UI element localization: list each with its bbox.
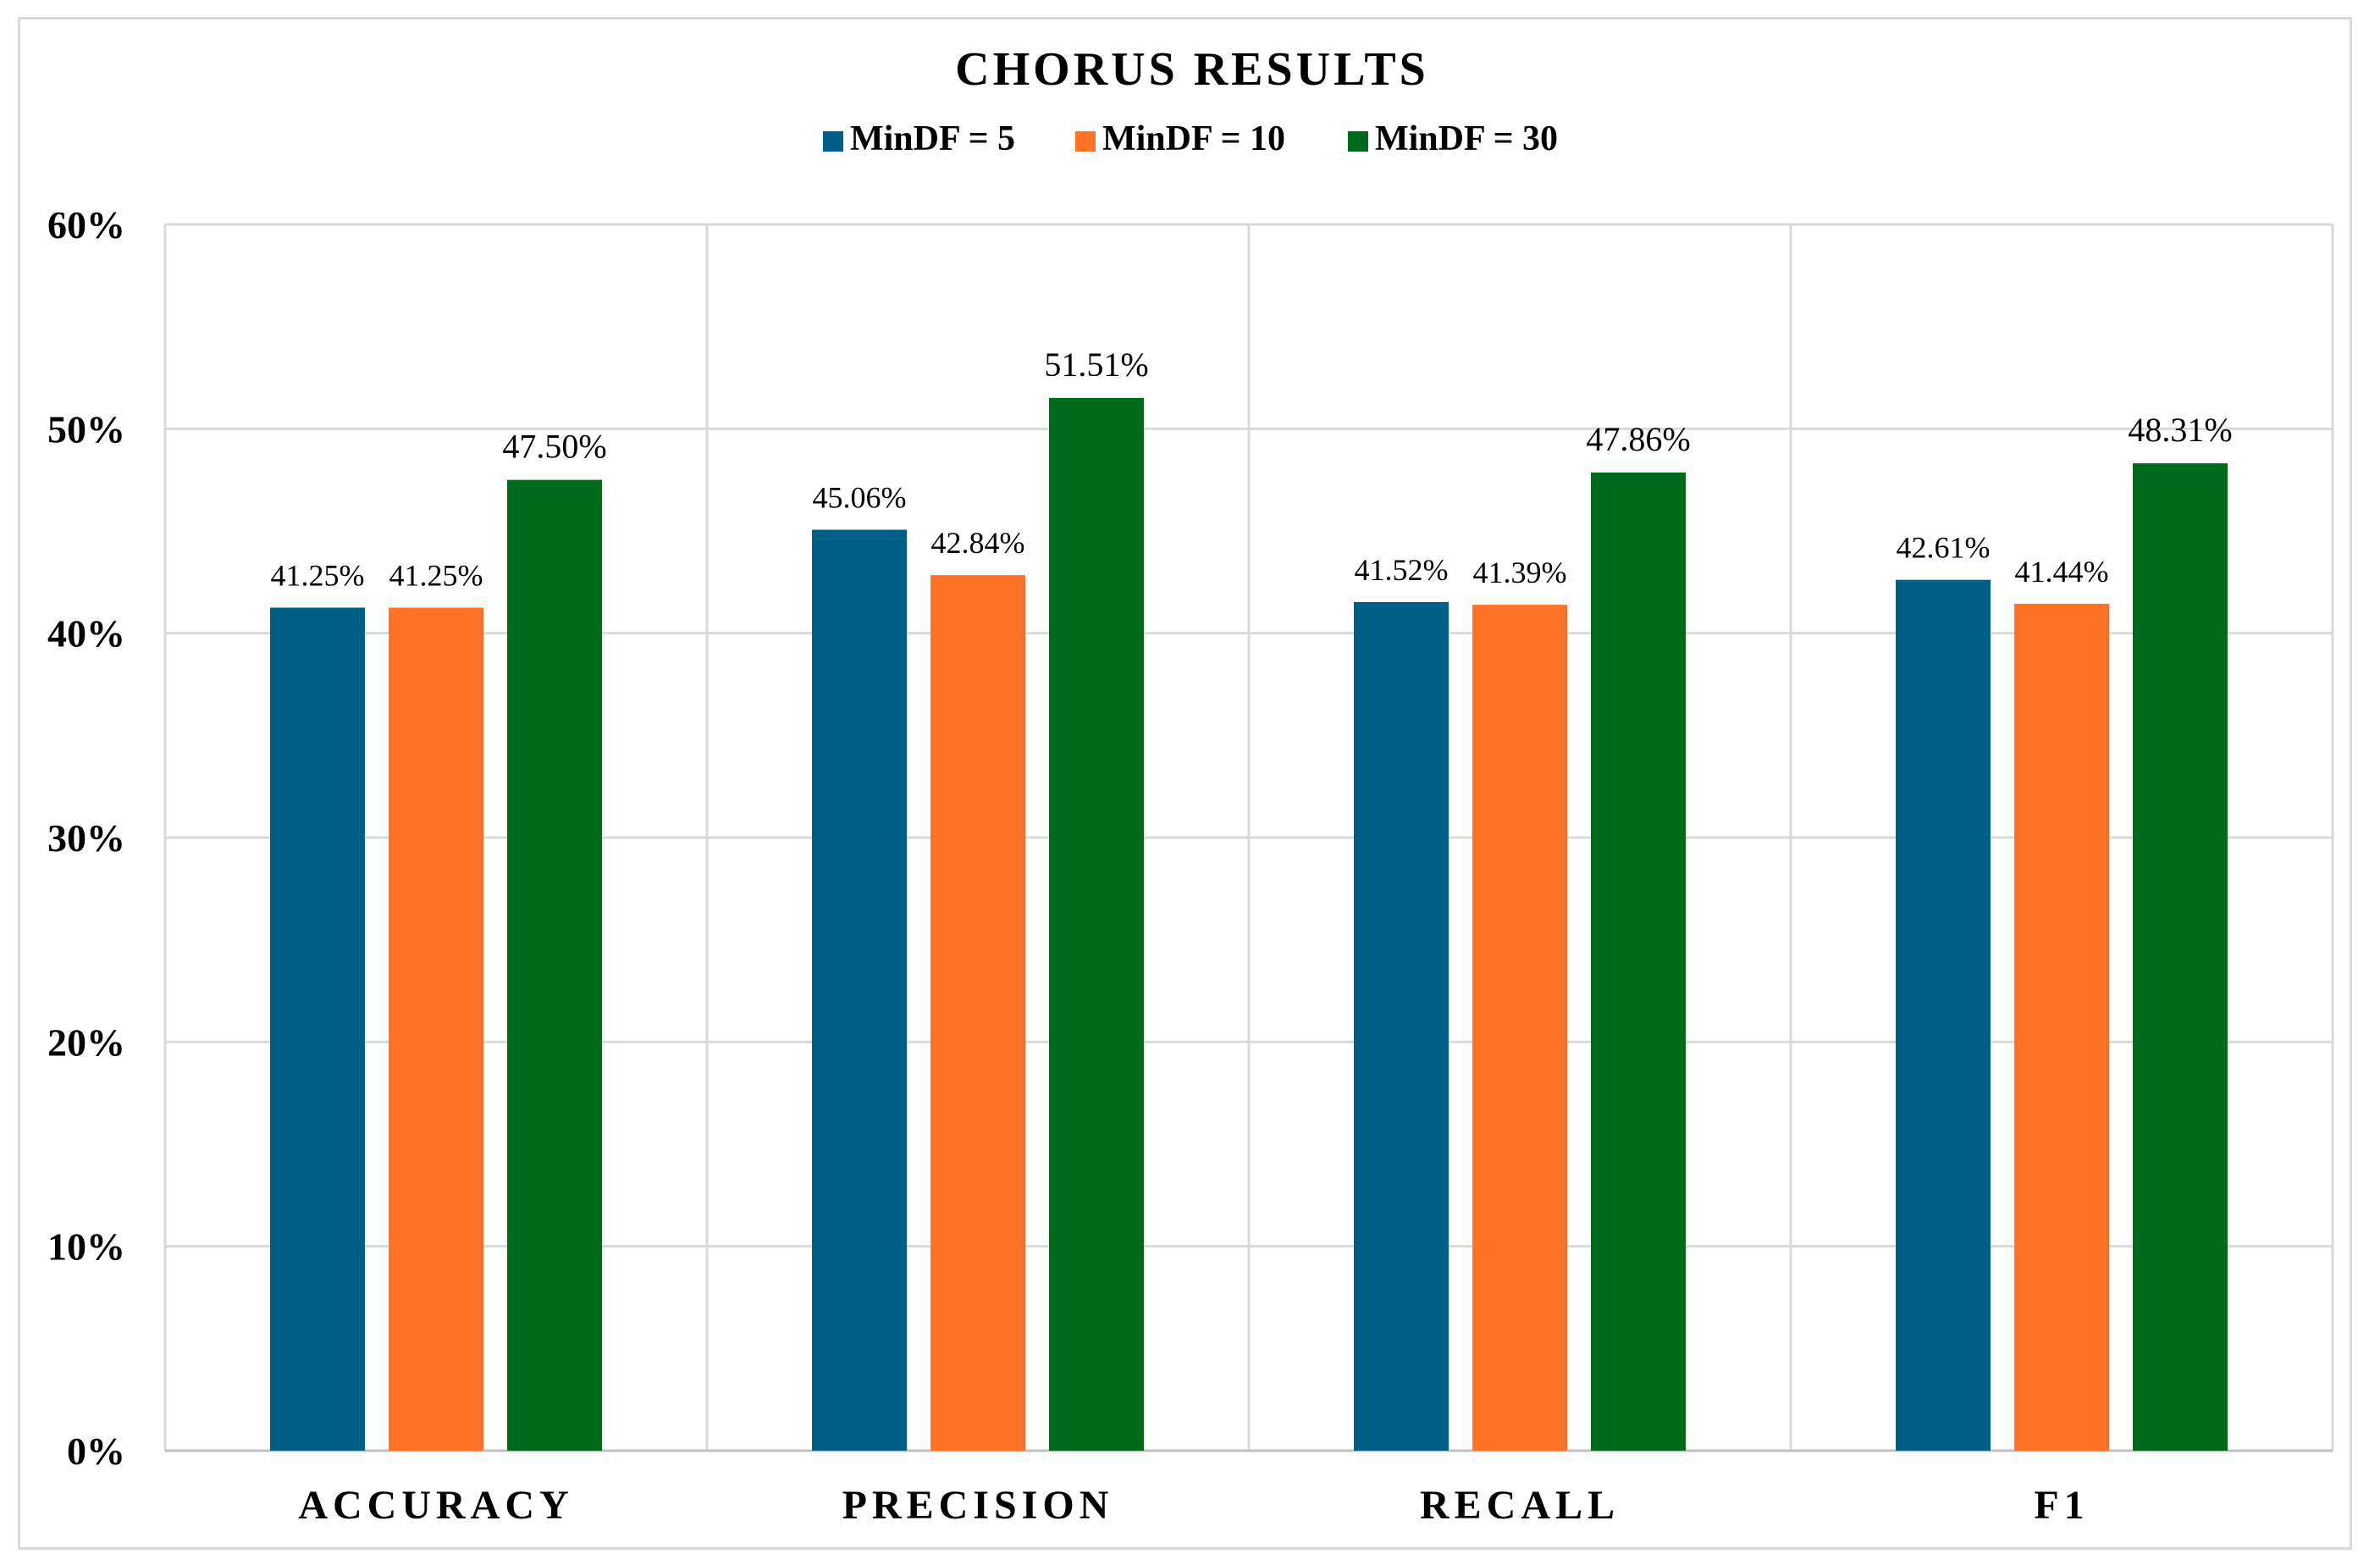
y-tick-label: 0% xyxy=(67,1430,125,1473)
y-tick-label: 40% xyxy=(47,612,125,655)
x-tick-label: F1 xyxy=(2034,1483,2089,1528)
x-tick-label: RECALL xyxy=(1420,1483,1620,1528)
gridlines xyxy=(163,223,2334,1452)
bar xyxy=(1591,472,1686,1451)
data-label: 47.50% xyxy=(502,428,606,466)
bar xyxy=(1049,397,1144,1452)
y-tick-label: 60% xyxy=(47,203,125,246)
data-label: 42.84% xyxy=(931,526,1025,560)
data-label: 41.52% xyxy=(1355,553,1449,587)
data-label: 41.25% xyxy=(271,559,365,593)
data-label: 41.44% xyxy=(2015,555,2109,589)
data-label: 47.86% xyxy=(1586,420,1690,458)
legend-swatch xyxy=(1075,131,1096,152)
legend-label: MinDF = 10 xyxy=(1102,119,1285,158)
legend-swatch xyxy=(823,131,843,152)
y-tick-label: 20% xyxy=(47,1020,125,1064)
y-tick-label: 50% xyxy=(47,407,125,451)
bar xyxy=(389,607,483,1451)
data-label: 41.25% xyxy=(389,559,483,593)
bars xyxy=(270,397,2228,1452)
bar xyxy=(507,479,602,1451)
y-axis: 0% 10% 20% 30% 40% 50% 60% xyxy=(47,203,125,1473)
bar xyxy=(930,575,1025,1452)
data-label: 42.61% xyxy=(1897,531,1991,565)
x-axis: ACCURACY PRECISION RECALL F1 xyxy=(298,1483,2089,1528)
bar xyxy=(812,529,907,1451)
legend-label: MinDF = 30 xyxy=(1375,119,1558,158)
data-label: 45.06% xyxy=(813,481,907,515)
data-label: 51.51% xyxy=(1044,346,1148,384)
y-tick-label: 10% xyxy=(47,1225,125,1269)
chart-title: CHORUS RESULTS xyxy=(955,43,1429,96)
legend: MinDF = 5 MinDF = 10 MinDF = 30 xyxy=(823,119,1558,158)
data-labels: 41.25% 41.25% 47.50% 45.06% 42.84% 51.51% 41.5… xyxy=(271,346,2233,593)
y-tick-label: 30% xyxy=(47,816,125,860)
bar xyxy=(270,607,365,1451)
x-tick-label: PRECISION xyxy=(842,1483,1114,1528)
bar xyxy=(1472,605,1567,1451)
x-tick-label: ACCURACY xyxy=(298,1483,573,1528)
data-label: 41.39% xyxy=(1473,556,1567,589)
legend-swatch xyxy=(1348,131,1368,152)
bar xyxy=(2014,603,2109,1451)
legend-label: MinDF = 5 xyxy=(850,119,1015,158)
bar xyxy=(2133,463,2228,1451)
bar xyxy=(1896,579,1991,1451)
bar xyxy=(1354,601,1449,1451)
data-label: 48.31% xyxy=(2128,411,2232,449)
